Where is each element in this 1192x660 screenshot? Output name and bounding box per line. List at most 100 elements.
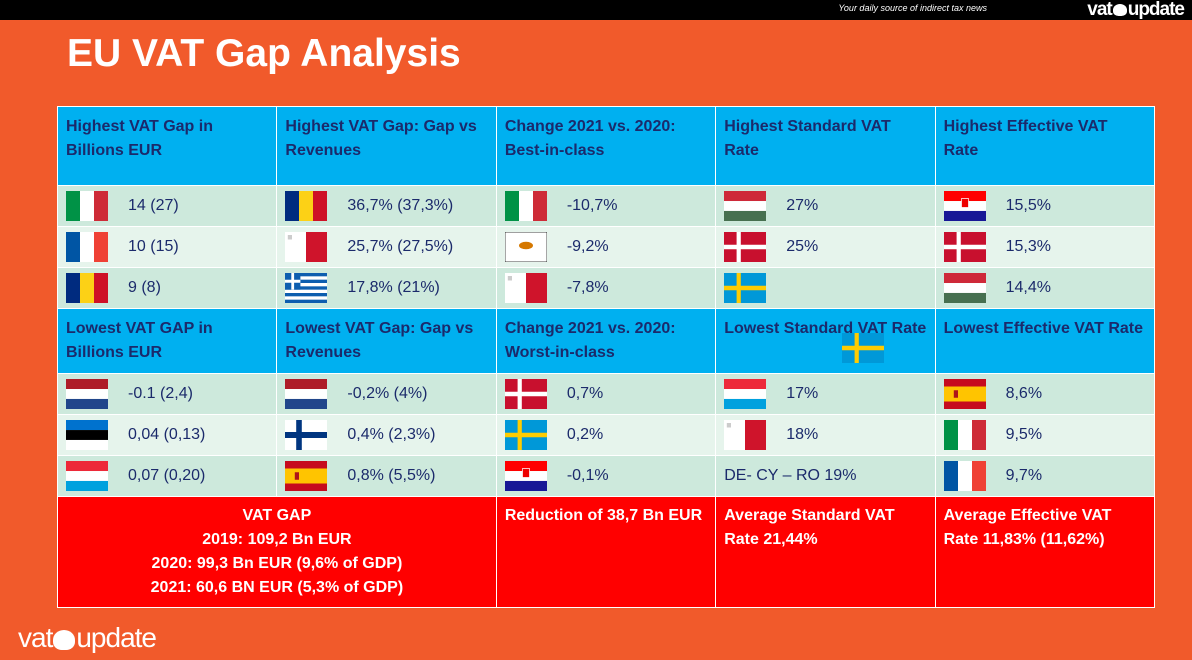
table-row: 10 (15) 25,7% (27,5%) -9,2% 25% 15,3% bbox=[56, 226, 1156, 268]
table-cell: 9,5% bbox=[934, 414, 1156, 456]
cell-value: 15,5% bbox=[1005, 197, 1051, 214]
table-cell: 27% bbox=[715, 185, 936, 227]
vat-gap-summary: VAT GAP 2019: 109,2 Bn EUR 2020: 99,3 Bn E… bbox=[57, 496, 497, 608]
table-cell: 17,8% (21%) bbox=[276, 267, 497, 309]
table-row: -0.1 (2,4) -0,2% (4%) 0,7% 17% 8,6% bbox=[56, 373, 1156, 415]
cell-value: -9,2% bbox=[566, 238, 609, 255]
table-cell: 18% bbox=[715, 414, 936, 456]
flag-se-icon bbox=[724, 273, 767, 303]
table-cell: 9,7% bbox=[934, 455, 1156, 497]
flag-ee-icon bbox=[66, 420, 108, 450]
cell-value: 0,07 (0,20) bbox=[128, 467, 206, 484]
flag-ro-icon bbox=[66, 273, 108, 303]
column-header: Lowest VAT GAP in Billions EUR bbox=[56, 308, 278, 374]
cell-value: 0,2% bbox=[566, 426, 604, 443]
column-header: Highest VAT Gap: Gap vs Revenues bbox=[276, 106, 497, 186]
cell-value: 8,6% bbox=[1005, 385, 1043, 402]
flag-lu-icon bbox=[724, 379, 767, 409]
cell-value: 10 (15) bbox=[128, 238, 179, 255]
table-cell: -0,2% (4%) bbox=[276, 373, 497, 415]
column-header: Change 2021 vs. 2020: Best-in-class bbox=[495, 106, 717, 186]
cell-value: 25% bbox=[786, 238, 819, 255]
flag-lu-icon bbox=[66, 461, 108, 491]
header-row: Lowest VAT GAP in Billions EUR Lowest VAT… bbox=[56, 308, 1156, 374]
cell-value: -0.1 (2,4) bbox=[128, 385, 193, 402]
column-header: Highest Effective VAT Rate bbox=[934, 106, 1156, 186]
cell-value: -10,7% bbox=[566, 197, 618, 214]
vat-gap-line: VAT GAP bbox=[242, 507, 312, 524]
column-header: Highest VAT Gap in Billions EUR bbox=[56, 106, 278, 186]
table-cell: 25,7% (27,5%) bbox=[276, 226, 497, 268]
cell-value: 36,7% (37,3%) bbox=[347, 197, 454, 214]
table-cell: -7,8% bbox=[495, 267, 717, 309]
flag-fr-icon bbox=[943, 461, 986, 491]
flag-dk-icon bbox=[943, 232, 986, 262]
table-cell: DE- CY – RO 19% bbox=[715, 455, 936, 497]
top-bar: Your daily source of indirect tax news v… bbox=[0, 0, 1192, 20]
column-header: Lowest Effective VAT Rate bbox=[934, 308, 1156, 374]
table-cell: 17% bbox=[715, 373, 936, 415]
cell-value: 0,4% (2,3%) bbox=[347, 426, 436, 443]
flag-dk-icon bbox=[724, 232, 767, 262]
table-row: 0,07 (0,20) 0,8% (5,5%) -0,1% DE- CY – RO 1… bbox=[56, 455, 1156, 497]
column-header: Change 2021 vs. 2020: Worst-in-class bbox=[495, 308, 717, 374]
column-header: Highest Standard VAT Rate bbox=[715, 106, 936, 186]
table-cell bbox=[715, 267, 936, 309]
cell-value: 17% bbox=[786, 385, 819, 402]
table-cell: 0,07 (0,20) bbox=[56, 455, 278, 497]
table-cell: -10,7% bbox=[495, 185, 717, 227]
column-header: Lowest VAT Gap: Gap vs Revenues bbox=[276, 308, 497, 374]
table-cell: -9,2% bbox=[495, 226, 717, 268]
cell-value: 0,8% (5,5%) bbox=[347, 467, 436, 484]
flag-nl-icon bbox=[285, 379, 328, 409]
table-cell: 8,6% bbox=[934, 373, 1156, 415]
tagline: Your daily source of indirect tax news bbox=[838, 3, 987, 13]
table-cell: 0,4% (2,3%) bbox=[276, 414, 497, 456]
flag-hu-icon bbox=[724, 191, 767, 221]
table-cell: 0,8% (5,5%) bbox=[276, 455, 497, 497]
table-cell: -0,1% bbox=[495, 455, 717, 497]
table-cell: 15,3% bbox=[934, 226, 1156, 268]
flag-nl-icon bbox=[66, 379, 108, 409]
cell-value: -7,8% bbox=[566, 279, 609, 296]
cell-value: 14 (27) bbox=[128, 197, 179, 214]
summary-row: VAT GAP 2019: 109,2 Bn EUR 2020: 99,3 Bn E… bbox=[57, 496, 1156, 608]
cell-value: 18% bbox=[786, 426, 819, 443]
table-cell: 0,2% bbox=[495, 414, 717, 456]
flag-it-icon bbox=[943, 420, 986, 450]
cell-value: 9,7% bbox=[1005, 467, 1043, 484]
vatupdate-logo-bottom: vat update bbox=[18, 622, 157, 653]
cell-value: 9 (8) bbox=[128, 279, 161, 296]
cell-value: -0,1% bbox=[566, 467, 609, 484]
flag-it-icon bbox=[66, 191, 108, 221]
flag-gr-icon bbox=[285, 273, 328, 303]
flag-hu-icon bbox=[943, 273, 986, 303]
flag-se-icon bbox=[504, 420, 547, 450]
flag-hr-icon bbox=[504, 461, 547, 491]
avg-standard-summary: Average Standard VAT Rate 21,44% bbox=[715, 496, 936, 608]
cell-value: 0,04 (0,13) bbox=[128, 426, 206, 443]
table-cell: 14 (27) bbox=[56, 185, 278, 227]
table-cell: 14,4% bbox=[934, 267, 1156, 309]
table-cell: 0,7% bbox=[495, 373, 717, 415]
reduction-summary: Reduction of 38,7 Bn EUR bbox=[495, 496, 717, 608]
cell-value: -0,2% (4%) bbox=[347, 385, 428, 402]
cell-value: 17,8% (21%) bbox=[347, 279, 440, 296]
cell-value: 15,3% bbox=[1005, 238, 1051, 255]
cell-value: 27% bbox=[786, 197, 819, 214]
flag-dk-icon bbox=[504, 379, 547, 409]
flag-hr-icon bbox=[943, 191, 986, 221]
table-row: 0,04 (0,13) 0,4% (2,3%) 0,2% 18% 9,5% bbox=[56, 414, 1156, 456]
page-title: EU VAT Gap Analysis bbox=[67, 32, 461, 75]
stray-flag bbox=[842, 333, 884, 363]
cell-value: 25,7% (27,5%) bbox=[347, 238, 454, 255]
flag-mt-icon bbox=[504, 273, 547, 303]
table-cell: -0.1 (2,4) bbox=[56, 373, 278, 415]
avg-effective-summary: Average Effective VAT Rate 11,83% (11,62… bbox=[934, 496, 1156, 608]
table-cell: 10 (15) bbox=[56, 226, 278, 268]
table-cell: 9 (8) bbox=[56, 267, 278, 309]
table-cell: 25% bbox=[715, 226, 936, 268]
vat-gap-line: 2020: 99,3 Bn EUR (9,6% of GDP) bbox=[151, 555, 403, 572]
flag-ro-icon bbox=[285, 191, 328, 221]
column-header: Lowest Standard VAT Rate bbox=[715, 308, 936, 374]
